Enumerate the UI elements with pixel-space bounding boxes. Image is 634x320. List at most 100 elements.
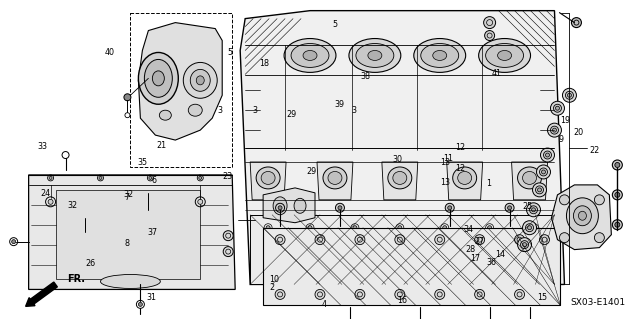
Circle shape bbox=[448, 206, 451, 210]
Circle shape bbox=[567, 93, 571, 97]
Bar bbox=[131, 13, 232, 167]
Circle shape bbox=[526, 224, 534, 232]
Circle shape bbox=[533, 268, 536, 271]
Circle shape bbox=[275, 235, 285, 244]
Circle shape bbox=[484, 17, 496, 28]
Circle shape bbox=[124, 94, 131, 101]
Circle shape bbox=[571, 18, 581, 28]
Text: 11: 11 bbox=[444, 154, 453, 163]
Circle shape bbox=[612, 220, 623, 230]
Circle shape bbox=[548, 123, 562, 137]
Circle shape bbox=[199, 176, 202, 180]
Circle shape bbox=[540, 235, 550, 244]
FancyArrow shape bbox=[25, 282, 57, 306]
Circle shape bbox=[488, 226, 491, 230]
Ellipse shape bbox=[453, 167, 477, 189]
Circle shape bbox=[138, 302, 143, 306]
Text: 22: 22 bbox=[589, 146, 599, 155]
Text: 3: 3 bbox=[217, 106, 222, 115]
Circle shape bbox=[398, 268, 402, 271]
Circle shape bbox=[308, 226, 312, 230]
Text: 17: 17 bbox=[470, 254, 480, 263]
Text: 33: 33 bbox=[37, 142, 48, 151]
Circle shape bbox=[308, 268, 312, 271]
Circle shape bbox=[266, 226, 270, 230]
Text: 6: 6 bbox=[152, 176, 156, 185]
Ellipse shape bbox=[145, 60, 172, 97]
Ellipse shape bbox=[294, 198, 306, 213]
Circle shape bbox=[353, 226, 357, 230]
Circle shape bbox=[435, 235, 444, 244]
Ellipse shape bbox=[152, 71, 164, 86]
Text: 35: 35 bbox=[138, 158, 148, 167]
Ellipse shape bbox=[303, 51, 317, 60]
Text: SX03-E1401: SX03-E1401 bbox=[570, 298, 625, 307]
Circle shape bbox=[517, 238, 531, 252]
Text: 13: 13 bbox=[440, 178, 450, 187]
Circle shape bbox=[443, 226, 447, 230]
Circle shape bbox=[198, 199, 203, 204]
Polygon shape bbox=[240, 11, 564, 284]
Text: 14: 14 bbox=[495, 251, 505, 260]
Ellipse shape bbox=[566, 198, 598, 234]
Polygon shape bbox=[138, 23, 222, 140]
Text: 32: 32 bbox=[124, 190, 134, 199]
Circle shape bbox=[353, 268, 357, 271]
Polygon shape bbox=[29, 175, 235, 289]
Ellipse shape bbox=[328, 172, 342, 184]
Circle shape bbox=[615, 192, 620, 197]
Polygon shape bbox=[382, 162, 418, 200]
Ellipse shape bbox=[197, 76, 204, 85]
Text: 38: 38 bbox=[360, 72, 370, 81]
Text: 31: 31 bbox=[146, 292, 156, 301]
Ellipse shape bbox=[573, 206, 592, 226]
Circle shape bbox=[541, 148, 555, 162]
Circle shape bbox=[223, 231, 233, 241]
Text: 3: 3 bbox=[252, 106, 257, 115]
Polygon shape bbox=[56, 190, 200, 279]
Text: 9: 9 bbox=[559, 135, 564, 144]
Circle shape bbox=[266, 268, 270, 271]
Ellipse shape bbox=[414, 38, 466, 72]
Ellipse shape bbox=[349, 38, 401, 72]
Text: 34: 34 bbox=[463, 225, 474, 234]
Circle shape bbox=[488, 268, 491, 271]
Text: 7: 7 bbox=[125, 193, 130, 202]
Circle shape bbox=[435, 289, 444, 300]
Circle shape bbox=[315, 235, 325, 244]
Text: 1: 1 bbox=[486, 180, 491, 188]
Ellipse shape bbox=[284, 38, 336, 72]
Circle shape bbox=[562, 88, 576, 102]
Text: 5: 5 bbox=[332, 20, 337, 29]
Text: 26: 26 bbox=[86, 260, 96, 268]
Text: 36: 36 bbox=[486, 258, 496, 267]
Text: 15: 15 bbox=[537, 292, 547, 301]
Circle shape bbox=[522, 243, 527, 247]
Circle shape bbox=[11, 240, 16, 244]
Circle shape bbox=[79, 193, 91, 205]
Circle shape bbox=[278, 206, 282, 210]
Ellipse shape bbox=[188, 104, 202, 116]
Circle shape bbox=[475, 289, 484, 300]
Text: 19: 19 bbox=[560, 116, 570, 125]
Text: 25: 25 bbox=[522, 202, 532, 211]
Text: 13: 13 bbox=[440, 158, 450, 167]
Ellipse shape bbox=[159, 110, 171, 120]
Text: 8: 8 bbox=[125, 239, 130, 248]
Circle shape bbox=[533, 226, 536, 230]
Text: 20: 20 bbox=[574, 128, 584, 137]
Polygon shape bbox=[447, 162, 482, 200]
Circle shape bbox=[335, 203, 344, 212]
Text: 28: 28 bbox=[465, 245, 475, 254]
Polygon shape bbox=[263, 188, 315, 223]
Circle shape bbox=[536, 165, 550, 179]
Ellipse shape bbox=[190, 69, 210, 91]
Circle shape bbox=[508, 206, 512, 210]
Text: 3: 3 bbox=[351, 106, 356, 115]
Text: 30: 30 bbox=[393, 155, 403, 164]
Circle shape bbox=[615, 163, 620, 167]
Circle shape bbox=[543, 151, 552, 159]
Circle shape bbox=[315, 289, 325, 300]
Circle shape bbox=[395, 235, 404, 244]
Circle shape bbox=[566, 91, 573, 99]
